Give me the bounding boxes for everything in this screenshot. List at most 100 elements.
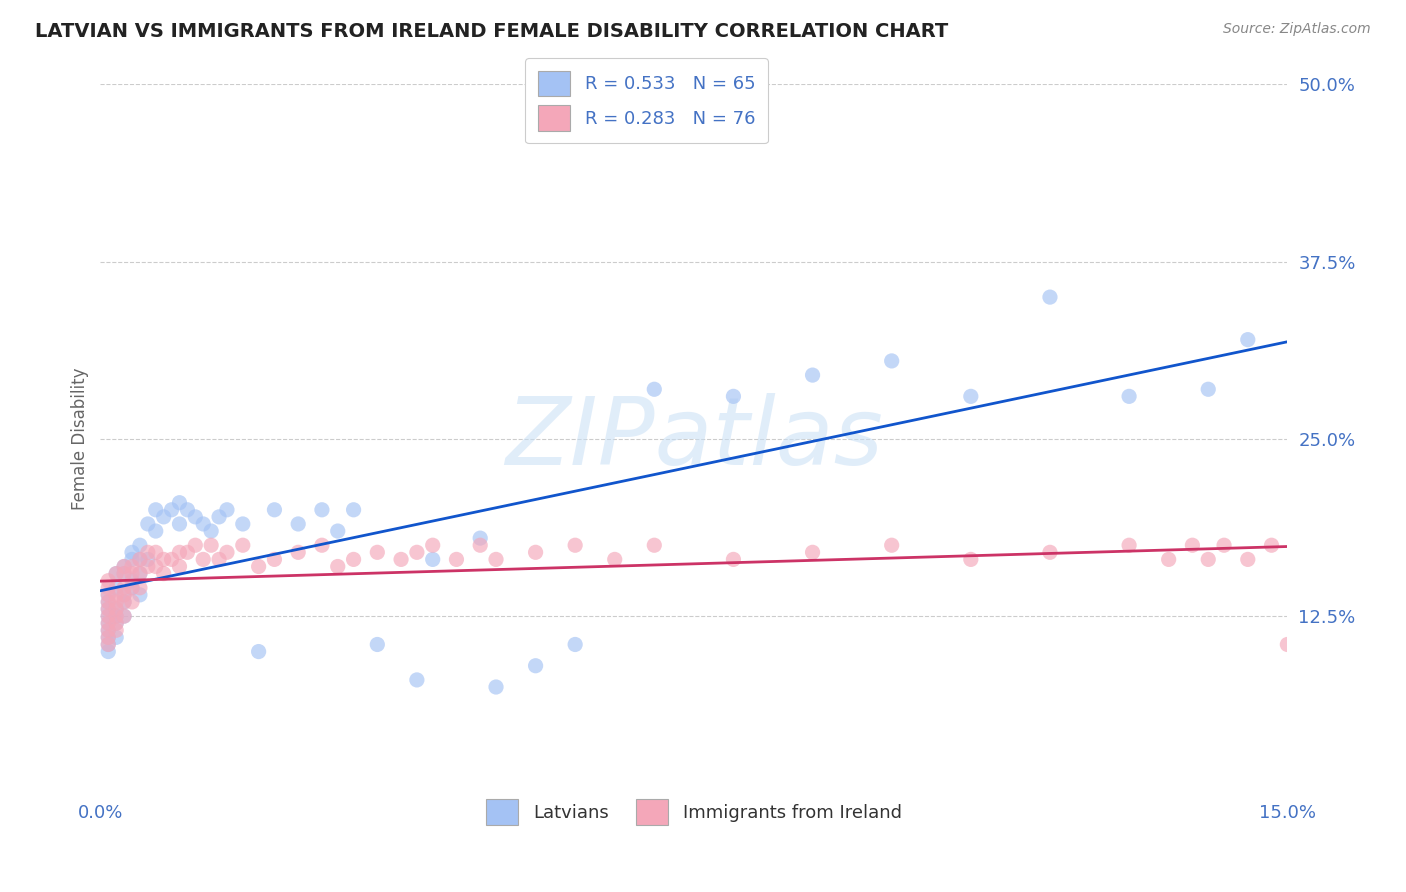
Point [366, 638, 388, 652]
Point [97, 595, 120, 609]
Point [97, 638, 120, 652]
Point [97, 609, 120, 624]
Point [112, 581, 135, 595]
Point [105, 581, 128, 595]
Point [121, 574, 143, 588]
Point [880, 354, 903, 368]
Point [112, 566, 135, 581]
Point [97, 624, 120, 638]
Text: ZIPatlas: ZIPatlas [505, 393, 883, 484]
Point [208, 552, 231, 566]
Point [200, 538, 222, 552]
Point [232, 538, 254, 552]
Point [129, 566, 152, 581]
Point [136, 516, 159, 531]
Point [129, 538, 152, 552]
Point [1260, 538, 1282, 552]
Point [97, 588, 120, 602]
Point [801, 545, 824, 559]
Point [152, 509, 174, 524]
Point [1197, 382, 1219, 396]
Point [446, 552, 468, 566]
Point [389, 552, 412, 566]
Point [97, 644, 120, 658]
Point [145, 559, 167, 574]
Point [406, 545, 429, 559]
Point [169, 559, 191, 574]
Point [97, 595, 120, 609]
Point [247, 644, 270, 658]
Point [1236, 552, 1258, 566]
Point [121, 595, 143, 609]
Point [97, 602, 120, 616]
Point [97, 638, 120, 652]
Y-axis label: Female Disability: Female Disability [72, 368, 89, 510]
Point [342, 503, 364, 517]
Point [105, 588, 128, 602]
Point [145, 524, 167, 538]
Point [326, 559, 349, 574]
Point [1213, 538, 1236, 552]
Point [129, 552, 152, 566]
Point [105, 631, 128, 645]
Point [121, 559, 143, 574]
Point [406, 673, 429, 687]
Point [129, 566, 152, 581]
Point [263, 552, 285, 566]
Point [105, 609, 128, 624]
Point [801, 368, 824, 383]
Point [112, 559, 135, 574]
Point [145, 503, 167, 517]
Point [105, 566, 128, 581]
Point [422, 538, 444, 552]
Point [112, 588, 135, 602]
Point [1181, 538, 1204, 552]
Point [1118, 389, 1140, 403]
Point [121, 566, 143, 581]
Point [184, 538, 207, 552]
Point [485, 680, 508, 694]
Point [184, 509, 207, 524]
Text: LATVIAN VS IMMIGRANTS FROM IRELAND FEMALE DISABILITY CORRELATION CHART: LATVIAN VS IMMIGRANTS FROM IRELAND FEMAL… [35, 22, 949, 41]
Point [112, 566, 135, 581]
Point [97, 616, 120, 631]
Point [97, 574, 120, 588]
Point [160, 552, 183, 566]
Point [311, 538, 333, 552]
Point [105, 616, 128, 631]
Point [97, 588, 120, 602]
Point [208, 509, 231, 524]
Point [723, 552, 745, 566]
Point [1236, 333, 1258, 347]
Point [1039, 545, 1062, 559]
Point [152, 566, 174, 581]
Point [145, 545, 167, 559]
Point [169, 496, 191, 510]
Point [97, 609, 120, 624]
Point [959, 389, 981, 403]
Point [723, 389, 745, 403]
Point [1039, 290, 1062, 304]
Point [160, 503, 183, 517]
Point [152, 552, 174, 566]
Point [193, 516, 215, 531]
Point [342, 552, 364, 566]
Point [129, 581, 152, 595]
Point [422, 552, 444, 566]
Point [97, 616, 120, 631]
Point [247, 559, 270, 574]
Text: Source: ZipAtlas.com: Source: ZipAtlas.com [1223, 22, 1371, 37]
Point [97, 602, 120, 616]
Point [97, 624, 120, 638]
Point [169, 516, 191, 531]
Point [97, 631, 120, 645]
Point [129, 552, 152, 566]
Point [564, 638, 586, 652]
Point [105, 595, 128, 609]
Point [97, 631, 120, 645]
Point [232, 516, 254, 531]
Point [97, 581, 120, 595]
Point [524, 658, 547, 673]
Point [287, 545, 309, 559]
Point [1197, 552, 1219, 566]
